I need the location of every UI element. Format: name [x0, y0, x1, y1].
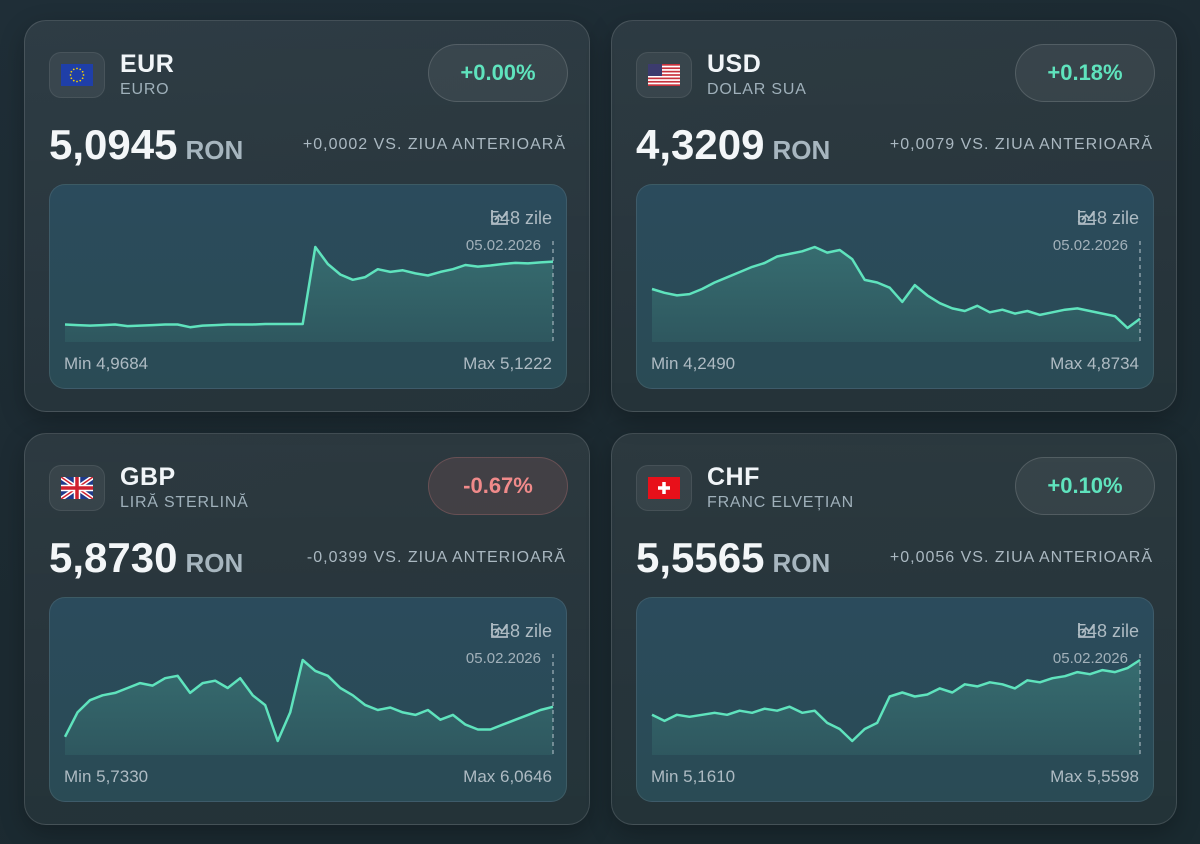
chart-line-icon — [491, 623, 508, 638]
last-date: 05.02.2026 — [1052, 237, 1128, 254]
change-badge: +0.00% — [428, 44, 568, 102]
rate-unit: RON — [185, 135, 244, 165]
sparkline-chart[interactable]: 548 zile 05.02.2026 Min 5,1610 Max 5,559… — [636, 597, 1154, 802]
change-badge: +0.18% — [1015, 44, 1155, 102]
currency-card-usd[interactable]: USD DOLAR SUA +0.18% 4,3209 RON +0,0079 V… — [611, 20, 1177, 412]
rate-value: 4,3209 RON — [636, 121, 830, 169]
last-date: 05.02.2026 — [1052, 650, 1128, 667]
currency-card-gbp[interactable]: GBP LIRĂ STERLINĂ -0.67% 5,8730 RON -0,03… — [24, 433, 590, 825]
min-label: Min 5,1610 — [651, 767, 736, 786]
rate-value: 5,5565 RON — [636, 534, 830, 582]
change-badge: +0.10% — [1015, 457, 1155, 515]
change-badge: -0.67% — [428, 457, 568, 515]
chart-line-icon — [491, 210, 508, 225]
sparkline-area — [65, 247, 553, 342]
rate-value: 5,8730 RON — [49, 534, 243, 582]
ch-flag-icon — [648, 477, 680, 499]
rate-unit: RON — [772, 548, 831, 578]
last-date: 05.02.2026 — [465, 650, 541, 667]
rate-number: 5,0945 — [49, 121, 178, 168]
last-date: 05.02.2026 — [465, 237, 541, 254]
sparkline-svg — [63, 654, 554, 755]
sparkline-area — [652, 247, 1140, 342]
currency-code: CHF — [707, 463, 760, 491]
period-days: 548 zile — [489, 208, 552, 228]
flag-container — [49, 52, 105, 98]
sparkline-svg — [651, 654, 1141, 755]
period-label: 548 zile — [490, 208, 552, 229]
currency-name: EURO — [120, 81, 170, 98]
max-label: Max 4,8734 — [1050, 354, 1139, 373]
period-days: 548 zile — [489, 621, 552, 641]
sparkline-chart[interactable]: 548 zile 05.02.2026 Min 4,2490 Max 4,873… — [636, 184, 1154, 389]
max-label: Max 5,1222 — [463, 354, 552, 373]
sparkline-svg — [651, 241, 1141, 342]
daily-delta: -0,0399 VS. ZIUA ANTERIOARĂ — [306, 549, 566, 566]
period-label: 548 zile — [1077, 621, 1139, 642]
flag-container — [636, 52, 692, 98]
sparkline-line — [651, 245, 1141, 330]
rate-unit: RON — [772, 135, 831, 165]
period-label: 548 zile — [1077, 208, 1139, 229]
currency-name: FRANC ELVEȚIAN — [707, 494, 854, 511]
sparkline-chart[interactable]: 548 zile 05.02.2026 Min 5,7330 Max 6,064… — [49, 597, 567, 802]
max-label: Max 5,5598 — [1050, 767, 1139, 786]
rate-unit: RON — [185, 548, 244, 578]
min-label: Min 4,9684 — [64, 354, 149, 373]
us-flag-icon — [648, 64, 680, 86]
currency-code: EUR — [120, 50, 175, 78]
sparkline-line — [64, 245, 554, 329]
rate-number: 5,5565 — [636, 534, 765, 581]
sparkline-area — [65, 660, 553, 755]
min-label: Min 5,7330 — [64, 767, 149, 786]
uk-flag-icon — [61, 477, 93, 499]
min-label: Min 4,2490 — [651, 354, 736, 373]
period-days: 548 zile — [1076, 621, 1139, 641]
period-days: 548 zile — [1076, 208, 1139, 228]
daily-delta: +0,0002 VS. ZIUA ANTERIOARĂ — [302, 136, 566, 153]
rate-number: 5,8730 — [49, 534, 178, 581]
currency-card-chf[interactable]: CHF FRANC ELVEȚIAN +0.10% 5,5565 RON +0,0… — [611, 433, 1177, 825]
rate-number: 4,3209 — [636, 121, 765, 168]
daily-delta: +0,0056 VS. ZIUA ANTERIOARĂ — [889, 549, 1153, 566]
rate-value: 5,0945 RON — [49, 121, 243, 169]
chart-line-icon — [1078, 210, 1095, 225]
currency-name: DOLAR SUA — [707, 81, 807, 98]
eu-flag-icon — [61, 64, 93, 86]
currency-name: LIRĂ STERLINĂ — [120, 494, 249, 511]
chart-line-icon — [1078, 623, 1095, 638]
flag-container — [636, 465, 692, 511]
sparkline-chart[interactable]: 548 zile 05.02.2026 Min 4,9684 Max 5,122… — [49, 184, 567, 389]
currency-code: USD — [707, 50, 762, 78]
max-label: Max 6,0646 — [463, 767, 552, 786]
daily-delta: +0,0079 VS. ZIUA ANTERIOARĂ — [889, 136, 1153, 153]
sparkline-line — [63, 658, 554, 743]
currency-card-eur[interactable]: EUR EURO +0.00% 5,0945 RON +0,0002 VS. ZI… — [24, 20, 590, 412]
sparkline-area — [652, 660, 1140, 755]
sparkline-line — [651, 658, 1141, 743]
period-label: 548 zile — [490, 621, 552, 642]
flag-container — [49, 465, 105, 511]
currency-code: GBP — [120, 463, 176, 491]
sparkline-svg — [64, 241, 554, 342]
